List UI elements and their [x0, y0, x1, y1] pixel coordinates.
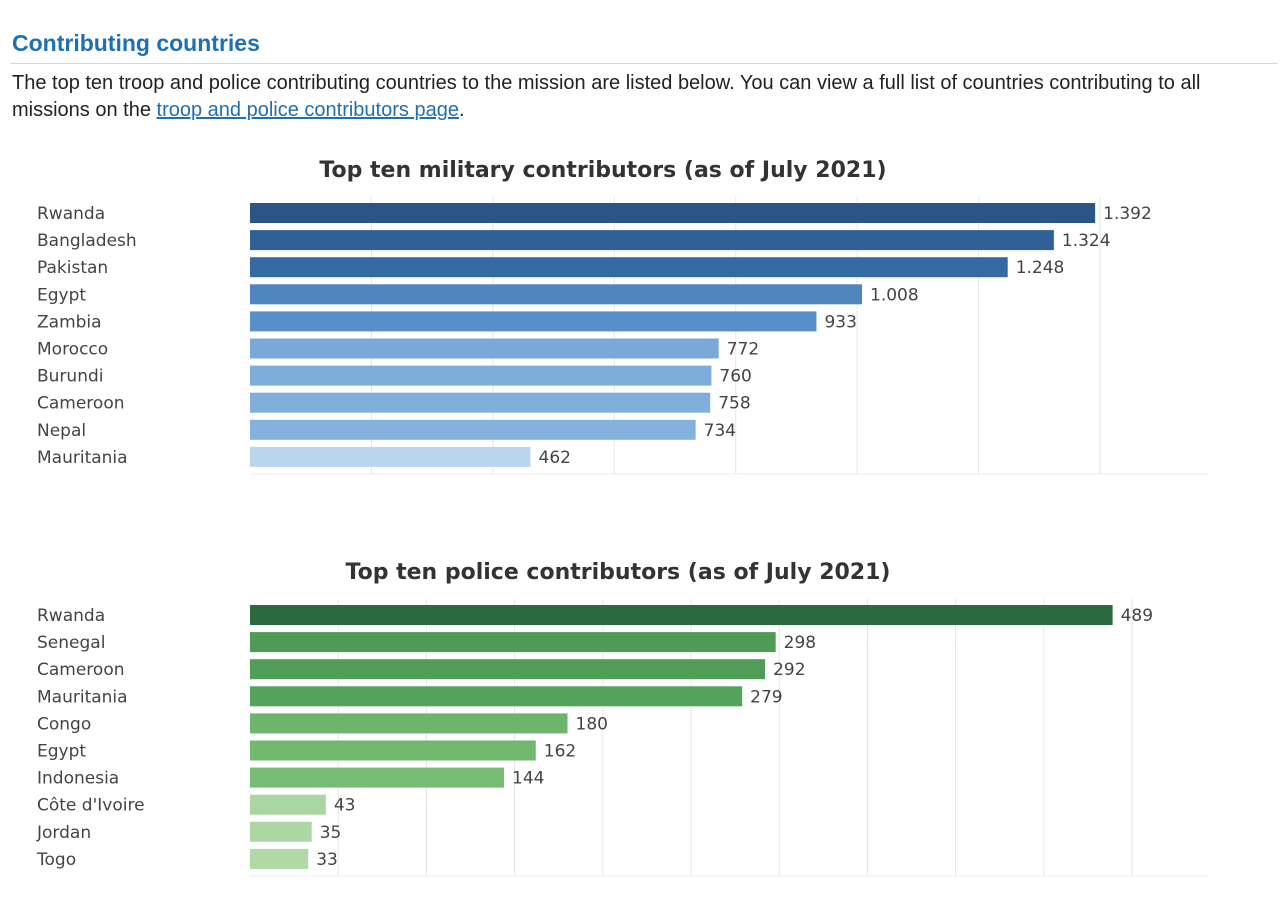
- category-label: Bangladesh: [37, 231, 137, 251]
- value-label: 180: [576, 714, 608, 734]
- category-label: Rwanda: [37, 606, 105, 626]
- category-label: Jordan: [36, 823, 91, 843]
- bar: [250, 311, 817, 332]
- value-label: 1.392: [1103, 204, 1152, 224]
- military-contributors-chart: Rwanda 1.392 Bangladesh 1.324 Pakistan 1.248 E…: [37, 197, 1208, 475]
- category-label: Morocco: [37, 340, 108, 360]
- value-label: 462: [539, 448, 571, 468]
- value-label: 144: [512, 769, 544, 789]
- value-label: 33: [316, 850, 338, 870]
- intro-text: The top ten troop and police contributin…: [12, 72, 1201, 121]
- value-label: 760: [719, 367, 751, 387]
- bar: [250, 338, 719, 359]
- bar: [250, 365, 712, 386]
- category-label: Togo: [36, 850, 76, 870]
- bar: [250, 230, 1054, 251]
- category-label: Cameroon: [37, 394, 125, 414]
- category-label: Cameroon: [37, 660, 125, 680]
- intro-paragraph: The top ten troop and police contributin…: [12, 70, 1274, 124]
- contributors-page-link[interactable]: troop and police contributors page: [156, 99, 459, 121]
- bar: [250, 848, 309, 869]
- value-label: 1.248: [1016, 258, 1065, 278]
- category-label: Nepal: [37, 421, 86, 441]
- category-label: Zambia: [37, 312, 102, 332]
- intro-end: .: [458, 99, 465, 121]
- police-chart-title: Top ten police contributors (as of July …: [345, 560, 891, 585]
- category-label: Mauritania: [37, 687, 128, 707]
- value-label: 758: [718, 394, 750, 414]
- category-label: Senegal: [37, 633, 105, 653]
- bar: [250, 419, 696, 440]
- category-label: Côte d'Ivoire: [37, 796, 145, 816]
- value-label: 298: [784, 633, 816, 653]
- category-label: Mauritania: [37, 448, 128, 468]
- bar: [250, 632, 776, 653]
- bar: [250, 203, 1096, 223]
- value-label: 1.008: [870, 285, 919, 305]
- category-label: Pakistan: [37, 258, 108, 278]
- bar: [250, 794, 326, 815]
- value-label: 1.324: [1062, 231, 1111, 251]
- category-label: Egypt: [37, 742, 86, 762]
- bar: [250, 605, 1113, 625]
- police-contributors-chart: Rwanda 489 Senegal 298 Cameroon 292 Mauritania…: [36, 599, 1208, 877]
- category-label: Egypt: [37, 285, 86, 305]
- category-label: Indonesia: [37, 769, 119, 789]
- value-label: 933: [824, 312, 856, 332]
- category-label: Congo: [37, 714, 91, 734]
- value-label: 772: [727, 340, 759, 360]
- value-label: 43: [334, 796, 356, 816]
- section-title: Contributing countries: [12, 30, 260, 56]
- bar: [250, 284, 862, 305]
- value-label: 35: [320, 823, 342, 843]
- title-divider: [10, 63, 1278, 64]
- bar: [250, 821, 312, 842]
- value-label: 734: [704, 421, 736, 441]
- bar: [250, 257, 1008, 278]
- category-label: Burundi: [37, 367, 104, 387]
- value-label: 279: [750, 687, 782, 707]
- bar: [250, 659, 766, 680]
- bar: [250, 446, 531, 467]
- bar: [250, 686, 743, 707]
- value-label: 489: [1121, 606, 1153, 626]
- value-label: 292: [773, 660, 805, 680]
- bar: [250, 713, 568, 734]
- category-label: Rwanda: [37, 204, 105, 224]
- bar: [250, 392, 711, 413]
- value-label: 162: [544, 742, 576, 762]
- bar: [250, 767, 505, 788]
- bar: [250, 740, 536, 761]
- military-chart-title: Top ten military contributors (as of Jul…: [319, 158, 887, 183]
